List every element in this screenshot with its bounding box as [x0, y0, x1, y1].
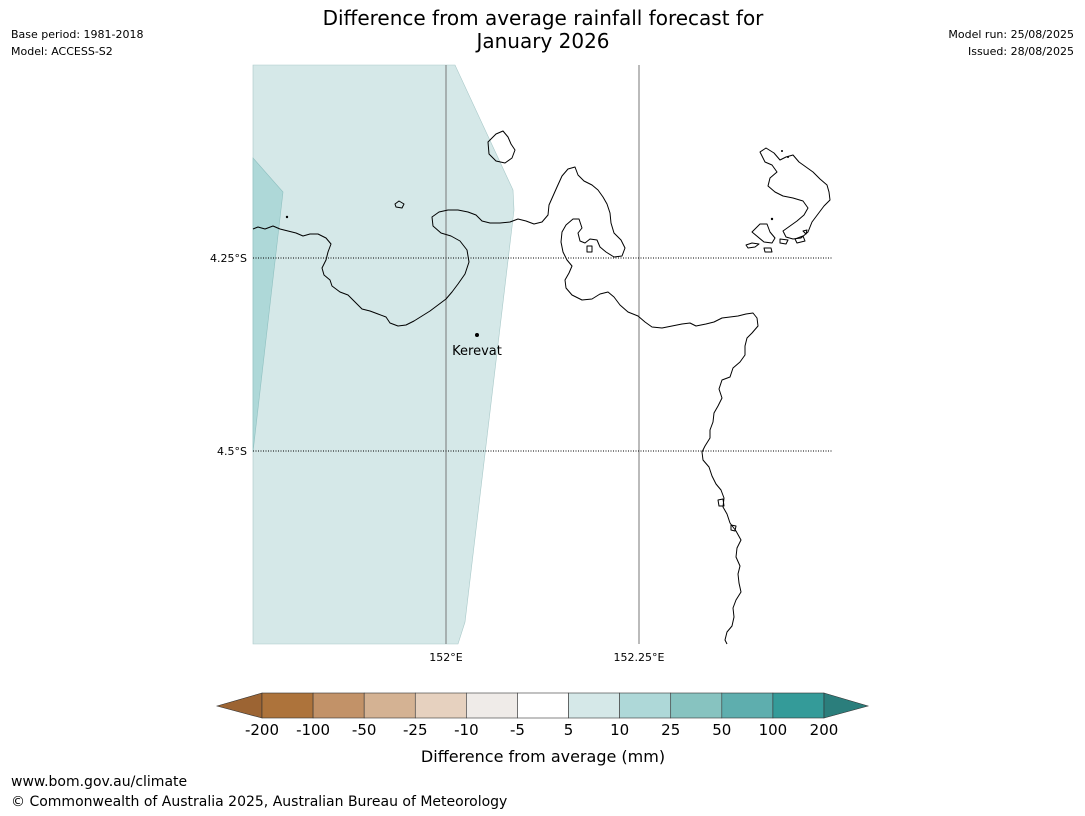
model-text: Model: ACCESS-S2 — [11, 45, 113, 58]
colorbar-tick-label: 100 — [759, 721, 788, 739]
colorbar-tick-label: -5 — [510, 721, 525, 739]
colorbar-tick-label: -10 — [454, 721, 479, 739]
colorbar-bin-6 — [568, 692, 620, 719]
coastline-dot-4 — [770, 217, 774, 221]
coastline-islet-bay — [586, 245, 593, 253]
colorbar-above-max — [823, 692, 870, 719]
colorbar-title: Difference from average (mm) — [421, 747, 665, 766]
map-title-line2: January 2026 — [476, 29, 610, 53]
coastline-islet-small — [394, 200, 405, 209]
colorbar-bin-7 — [619, 692, 672, 719]
place-marker — [475, 333, 479, 337]
coastline-duke-of-york-west — [751, 223, 776, 244]
issued-text: Issued: 28/08/2025 — [967, 45, 1074, 58]
coastline — [252, 130, 831, 645]
colorbar-tick-label: 200 — [810, 721, 839, 739]
colorbar-bin-4 — [466, 692, 518, 719]
coastline-duke-of-york-main — [759, 147, 831, 240]
model-run-text: Model run: 25/08/2025 — [948, 28, 1074, 41]
lat-label-4-5s: 4.5°S — [217, 445, 247, 458]
colorbar-bin-10 — [772, 692, 825, 719]
coastline-islet-e3 — [779, 238, 789, 245]
graticule — [253, 65, 832, 644]
colorbar-tick-label: -100 — [296, 721, 330, 739]
colorbar-bin-1 — [312, 692, 365, 719]
coastline-islet-e5 — [802, 229, 808, 235]
coastline-islet-e4 — [794, 235, 806, 244]
header-meta-right: Model run: 25/08/2025 Issued: 28/08/2025 — [948, 26, 1074, 60]
axis-labels: 4.25°S 4.5°S 152°E 152.25°E — [210, 252, 664, 664]
coastline-islet-s2 — [730, 524, 737, 532]
colorbar-tick-label: -200 — [245, 721, 279, 739]
coastline-islet-north — [487, 130, 516, 164]
coastline-islet-e1 — [745, 242, 760, 249]
colorbar-tick-label: 10 — [610, 721, 629, 739]
colorbar-tick-label: -50 — [352, 721, 377, 739]
colorbar-bin-5 — [517, 692, 569, 719]
base-period-text: Base period: 1981-2018 — [11, 28, 144, 41]
coastline-main — [252, 166, 759, 645]
lon-label-152-25e: 152.25°E — [614, 651, 665, 664]
colorbar-tick-label: -25 — [403, 721, 428, 739]
lat-label-4-25s: 4.25°S — [210, 252, 247, 265]
coastline-dot-1 — [285, 215, 289, 219]
colorbar-tick-label: 25 — [661, 721, 680, 739]
colorbar-bins — [261, 692, 825, 719]
coastline-dot-2 — [781, 150, 783, 152]
map-title-line1: Difference from average rainfall forecas… — [322, 6, 764, 30]
coastline-islet-s1 — [717, 498, 725, 507]
colorbar-bin-8 — [670, 692, 723, 719]
map-title: Difference from average rainfall forecas… — [243, 7, 843, 53]
coastline-islet-e2 — [763, 247, 773, 253]
lon-label-152e: 152°E — [429, 651, 462, 664]
shading-10-to-25 — [252, 157, 284, 453]
colorbar-tick-label: 50 — [712, 721, 731, 739]
footer-url[interactable]: www.bom.gov.au/climate — [11, 774, 188, 790]
place-kerevat: Kerevat — [452, 333, 502, 359]
colorbar-bin-9 — [721, 692, 774, 719]
colorbar-bin-3 — [414, 692, 467, 719]
colorbar-below-min — [215, 692, 263, 719]
colorbar-bin-0 — [261, 692, 314, 719]
colorbar-ticks: -200 -100 -50 -25 -10 -5 5 10 25 50 100 200 — [245, 721, 838, 739]
colorbar-bin-2 — [363, 692, 416, 719]
footer-copyright: © Commonwealth of Australia 2025, Austra… — [11, 794, 508, 810]
header-meta-left: Base period: 1981-2018 Model: ACCESS-S2 — [11, 26, 143, 60]
coastline-dot-3 — [787, 156, 789, 158]
colorbar: -200 -100 -50 -25 -10 -5 5 10 25 50 100 200 Differe… — [215, 692, 870, 766]
place-label: Kerevat — [452, 344, 502, 359]
colorbar-tick-label: 5 — [564, 721, 574, 739]
